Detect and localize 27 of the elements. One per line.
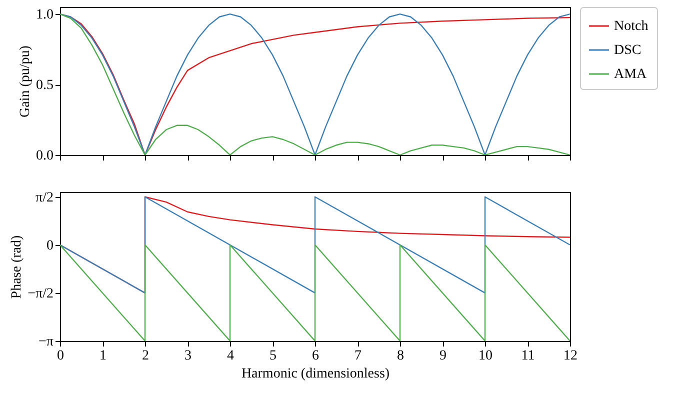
y-tick-label: −π/2 [28, 286, 54, 302]
legend-label: DSC [614, 43, 642, 58]
x-axis-title: Harmonic (dimensionless) [241, 366, 390, 382]
x-tick-label: 8 [397, 348, 404, 364]
legend-label: Notch [614, 19, 648, 34]
y-axis-title: Gain (pu/pu) [18, 45, 33, 118]
x-tick-label: 4 [227, 348, 234, 364]
legend-label: AMA [614, 67, 648, 82]
y-tick-label: 1.0 [36, 8, 54, 23]
y-tick-label: 0 [46, 238, 54, 254]
x-tick-label: 11 [521, 348, 535, 364]
y-tick-label: 0.0 [36, 148, 54, 164]
x-tick-label: 5 [270, 348, 276, 364]
x-tick-label: 10 [478, 348, 492, 364]
x-tick-label: 12 [564, 348, 578, 364]
y-tick-label: −π [38, 334, 54, 350]
x-tick-label: 3 [184, 348, 192, 364]
y-tick-label: 0.5 [36, 78, 54, 94]
x-tick-label: 2 [142, 348, 149, 364]
x-tick-label: 6 [312, 348, 319, 364]
y-tick-label: π/2 [36, 190, 54, 206]
x-tick-label: 9 [440, 348, 446, 364]
y-axis-title: Phase (rad) [10, 234, 25, 299]
x-tick-label: 1 [100, 348, 106, 364]
line-series [60, 13, 570, 155]
x-tick-label: 0 [57, 348, 64, 364]
x-tick-label: 7 [354, 348, 362, 364]
